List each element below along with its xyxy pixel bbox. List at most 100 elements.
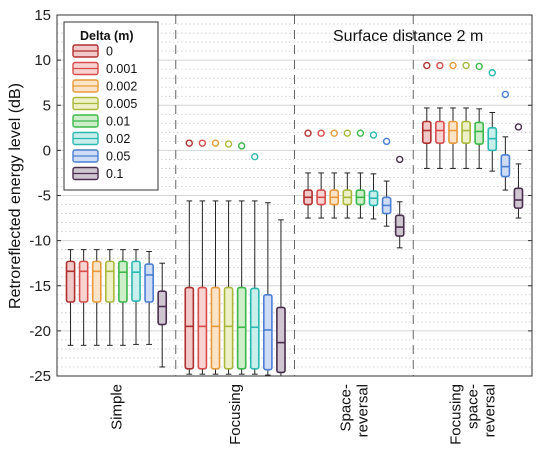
box-0.05: [381, 137, 392, 227]
box-iqr: [263, 293, 273, 371]
outlier-point: [251, 152, 259, 161]
legend: Delta (m) 0 0.001 0.002 0.005 0.01 0.02 0.05 0.…: [63, 21, 159, 191]
outlier-point: [237, 142, 246, 150]
outlier-point: [462, 61, 470, 70]
box-0.001: [316, 129, 326, 219]
box-iqr: [144, 263, 154, 303]
box-iqr: [500, 154, 511, 178]
box-0.01: [236, 142, 247, 375]
box-iqr: [197, 286, 208, 370]
legend-label: 0.01: [106, 115, 130, 129]
outlier-point: [369, 131, 378, 139]
y-tick-label: 0: [43, 142, 51, 159]
category-label: reversal: [482, 384, 499, 437]
legend-label: 0.002: [106, 80, 137, 94]
box-0.005: [342, 129, 353, 219]
box-0: [303, 129, 313, 219]
box-0: [184, 139, 195, 375]
y-tick-label: -20: [29, 323, 51, 340]
box-0: [421, 61, 432, 169]
box-iqr: [249, 287, 260, 370]
outlier-point: [396, 155, 404, 164]
y-axis-ticks: -25 -20 -15 -10 -5 0 5 10 15: [29, 7, 532, 385]
legend-label: 0.05: [106, 150, 130, 164]
y-tick-label: 10: [34, 52, 51, 69]
legend-label: 0.005: [106, 97, 137, 111]
box-0.1: [513, 123, 524, 219]
box-iqr: [157, 290, 168, 326]
legend-label: 0.1: [106, 167, 123, 181]
outlier-point: [514, 123, 523, 131]
box-iqr: [394, 214, 405, 237]
outlier-point: [304, 129, 312, 137]
group-separators: [175, 15, 414, 376]
box-0.02: [249, 152, 260, 375]
boxes: [65, 61, 524, 377]
legend-title: Delta (m): [80, 29, 133, 43]
box-0: [65, 249, 76, 346]
box-iqr: [131, 260, 141, 302]
box-iqr: [276, 306, 286, 374]
y-tick-label: -5: [38, 188, 51, 205]
box-iqr: [65, 260, 76, 303]
box-iqr: [91, 260, 102, 303]
box-0.05: [144, 250, 154, 345]
legend-label: 0: [106, 45, 113, 59]
box-0.02: [487, 69, 498, 172]
y-tick-label: 15: [34, 7, 51, 24]
box-iqr: [421, 120, 432, 144]
box-0.002: [329, 129, 340, 219]
outlier-point: [330, 129, 338, 137]
box-iqr: [104, 260, 115, 303]
box-0.01: [474, 62, 485, 169]
box-0.002: [210, 139, 221, 375]
outlier-point: [449, 61, 457, 70]
box-iqr: [513, 187, 524, 209]
box-0.1: [276, 219, 286, 377]
outlier-point: [436, 61, 444, 70]
box-iqr: [184, 286, 195, 370]
box-0.02: [368, 131, 379, 220]
x-category-labels: Simple Focusing Space-reversal Focusing spac…: [108, 384, 498, 445]
outlier-point: [185, 139, 193, 147]
legend-label: 0.001: [106, 62, 137, 76]
outlier-point: [224, 140, 233, 148]
box-0.01: [118, 249, 128, 346]
box-iqr: [78, 260, 89, 303]
outlier-point: [423, 61, 431, 70]
box-0.005: [461, 61, 471, 169]
box-iqr: [236, 286, 247, 370]
box-iqr: [435, 120, 445, 144]
y-tick-label: -25: [29, 368, 51, 385]
outlier-point: [343, 129, 352, 137]
category-label: space-: [465, 384, 482, 429]
legend-label: 0.02: [106, 132, 130, 146]
box-iqr: [461, 120, 471, 144]
y-axis-label: Retroreflected energy level (dB): [7, 83, 24, 309]
outlier-point: [211, 139, 220, 147]
box-0.01: [355, 129, 366, 219]
box-0.1: [157, 262, 168, 368]
outlier-point: [317, 129, 325, 137]
box-0.05: [263, 202, 273, 376]
box-iqr: [223, 286, 234, 370]
y-tick-label: -15: [29, 278, 51, 295]
outlier-point: [488, 69, 496, 77]
box-iqr: [474, 121, 485, 145]
box-0.002: [91, 249, 102, 346]
box-0.02: [131, 249, 141, 345]
box-0.05: [500, 90, 511, 191]
category-label: Space-: [337, 384, 354, 432]
box-iqr: [448, 120, 458, 144]
box-0.1: [394, 155, 405, 249]
outlier-point: [475, 62, 483, 71]
box-0.005: [223, 140, 234, 375]
category-label: Focusing: [448, 384, 465, 445]
box-0.002: [448, 61, 458, 169]
outlier-point: [356, 129, 365, 137]
outlier-point: [198, 139, 207, 147]
box-0.005: [104, 249, 115, 346]
box-0.001: [78, 249, 89, 346]
y-tick-label: 5: [43, 97, 51, 114]
